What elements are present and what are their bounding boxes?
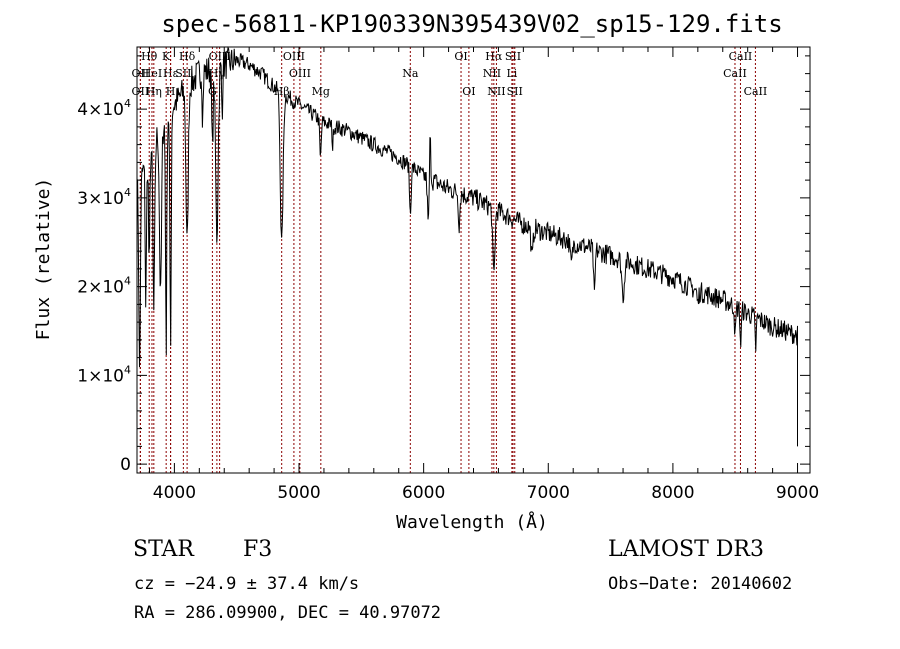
spectral-line-label: OI bbox=[454, 50, 467, 63]
spectral-line-label: CaII bbox=[744, 85, 768, 98]
spectral-line-label: CaII bbox=[729, 50, 753, 63]
y-tick-label: 4×104 bbox=[77, 97, 131, 120]
spectral-line-label: Hβ bbox=[274, 85, 290, 98]
survey-name: LAMOST DR3 bbox=[608, 537, 764, 562]
x-axis-label: Wavelength (Å) bbox=[396, 511, 548, 533]
spectrum-chart: spec-56811-KP190339N395439V02_sp15-129.f… bbox=[33, 10, 819, 533]
spectral-line-label: SII bbox=[505, 50, 521, 63]
spectral-line-label: Hε bbox=[163, 67, 179, 80]
x-tick-label: 6000 bbox=[402, 483, 445, 503]
spectral-line-label: HeI bbox=[142, 67, 162, 80]
y-tick-label: 1×104 bbox=[77, 363, 131, 386]
observation-date: Obs−Date: 20140602 bbox=[608, 574, 793, 594]
object-class: STAR bbox=[133, 537, 194, 562]
spectral-line-label: NII bbox=[483, 67, 501, 80]
y-tick-label: 0 bbox=[120, 455, 131, 475]
chart-title: spec-56811-KP190339N395439V02_sp15-129.f… bbox=[161, 10, 782, 38]
y-tick-exponent: 4 bbox=[124, 186, 131, 199]
spectral-line-label: H bbox=[166, 85, 176, 98]
spectral-line-label: OIII bbox=[289, 67, 311, 80]
y-tick-mantissa: 0 bbox=[120, 455, 131, 475]
spectral-line-label: CaII bbox=[723, 67, 747, 80]
y-tick-label: 3×104 bbox=[77, 186, 131, 209]
y-tick-mantissa: 4×10 bbox=[77, 100, 124, 120]
spectral-line-label: G bbox=[208, 85, 217, 98]
y-tick-exponent: 4 bbox=[124, 363, 131, 376]
spectral-line-label: OIII bbox=[283, 50, 305, 63]
y-axis-label: Flux (relative) bbox=[33, 178, 54, 341]
x-tick-label: 5000 bbox=[277, 483, 320, 503]
spectral-line-label: Mg bbox=[312, 85, 330, 98]
x-tick-label: 7000 bbox=[527, 483, 570, 503]
redshift-cz: cz = −24.9 ± 37.4 km/s bbox=[134, 574, 360, 594]
spectral-line-label: Hα bbox=[485, 50, 503, 63]
x-tick-label: 9000 bbox=[776, 483, 819, 503]
y-tick-mantissa: 1×10 bbox=[77, 366, 124, 386]
spectral-line-label: Hη bbox=[146, 85, 162, 98]
x-axis-ticks: 4000 5000 6000 7000 8000 9000 bbox=[148, 47, 819, 503]
x-tick-label: 4000 bbox=[153, 483, 196, 503]
spectral-line-label: Na bbox=[402, 67, 419, 80]
x-tick-label: 8000 bbox=[651, 483, 694, 503]
spectral-line-label: NII bbox=[487, 85, 505, 98]
coordinates: RA = 286.09900, DEC = 40.97072 bbox=[134, 603, 442, 623]
spectral-line-label: OI bbox=[462, 85, 475, 98]
spectral-line-label: K bbox=[162, 50, 171, 63]
plot-frame bbox=[136, 46, 811, 474]
spectral-line-label: SII bbox=[175, 67, 191, 80]
spectral-line-label: SII bbox=[507, 85, 523, 98]
object-subclass: F3 bbox=[243, 537, 273, 562]
y-tick-exponent: 4 bbox=[124, 97, 131, 110]
spectrum-series-line bbox=[136, 46, 798, 465]
y-tick-exponent: 4 bbox=[124, 275, 131, 288]
y-tick-mantissa: 2×10 bbox=[77, 278, 124, 298]
spectral-line-label: Hδ bbox=[179, 50, 196, 63]
y-tick-label: 2×104 bbox=[77, 275, 131, 298]
y-tick-mantissa: 3×10 bbox=[77, 189, 124, 209]
spectral-line-label: Li bbox=[506, 67, 517, 80]
